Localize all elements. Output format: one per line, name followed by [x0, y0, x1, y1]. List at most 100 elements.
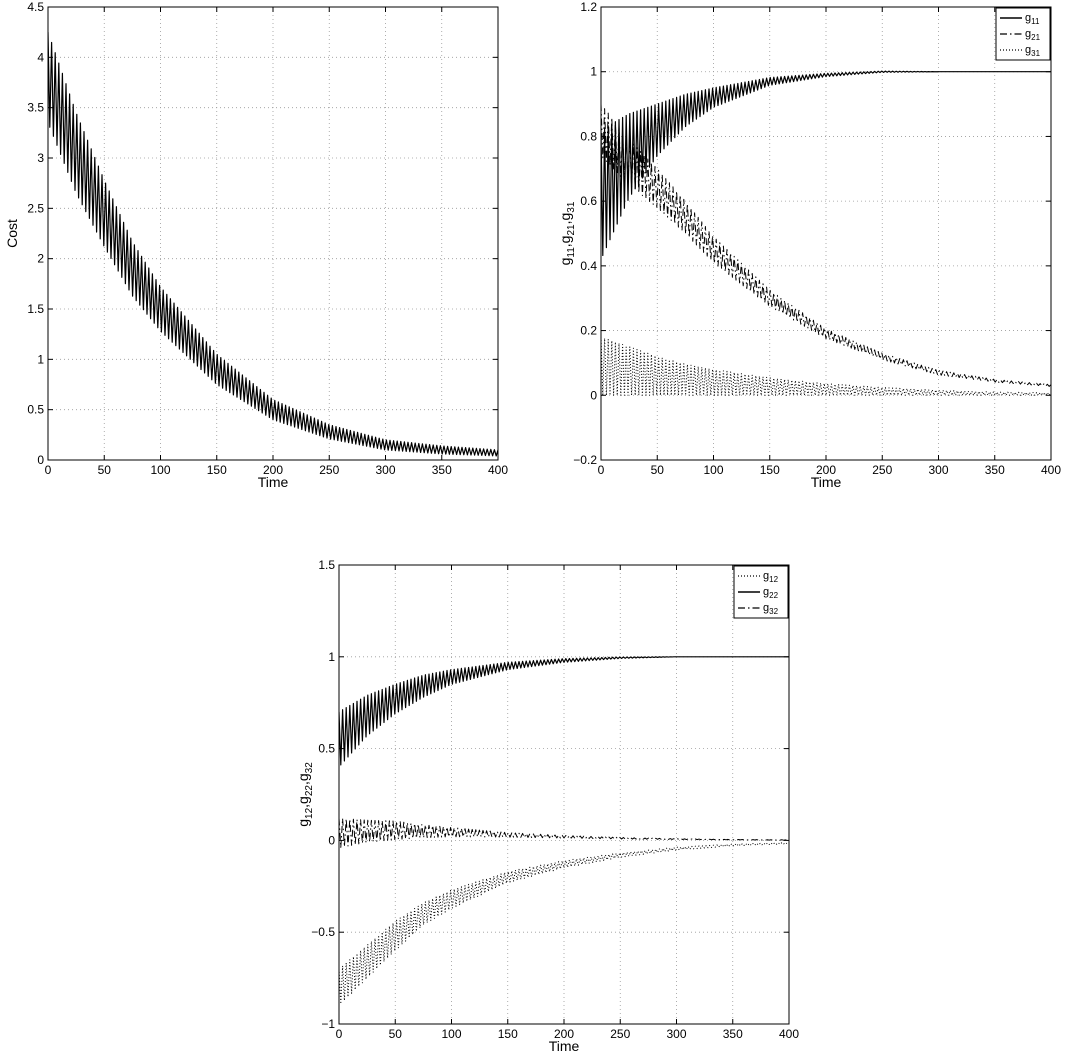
series-line-2: [601, 337, 1051, 396]
y-tick-label: 0.2: [580, 324, 597, 338]
y-tick-label: 2: [37, 252, 44, 266]
series-line-0: [601, 70, 1051, 257]
x-tick-label: 300: [928, 463, 948, 477]
y-tick-label: 0.5: [27, 403, 44, 417]
x-tick-label: 100: [441, 1027, 461, 1041]
legend-label-subscript: 12: [769, 575, 778, 584]
y-axis-title-separator: ,: [557, 243, 573, 247]
x-axis-title: Time: [258, 474, 289, 490]
series-group: [339, 656, 789, 1005]
y-tick-label: 1: [590, 65, 597, 79]
g2-chart: 0 50 100 150 200 250 300 350 400 −1 −0.5 0 0.5 1 1.5 Ti…: [295, 558, 799, 1051]
x-tick-label: 50: [651, 463, 665, 477]
y-axis-title-separator: ,: [295, 804, 311, 808]
y-axis-title-subscript: 32: [304, 762, 315, 774]
y-axis-title: g11,g21,g31: [557, 201, 577, 265]
y-tick-label: 0.6: [580, 194, 597, 208]
x-tick-label: 150: [760, 463, 780, 477]
legend-label-symbol: g: [1025, 12, 1031, 24]
axes-frame: [600, 6, 1052, 461]
y-tick-label: 3: [37, 151, 44, 165]
series-group: [48, 32, 498, 457]
legend-label-subscript: 11: [1031, 17, 1040, 26]
y-tick-label: 0: [328, 833, 335, 847]
y-axis-title-subscript: 22: [304, 785, 315, 797]
legend-label-subscript: 21: [1031, 33, 1040, 42]
y-axis-title-subscript: 11: [566, 247, 577, 258]
series-line-0: [339, 842, 789, 1005]
y-tick-label: 1.5: [318, 558, 335, 572]
y-tick-label: 1.2: [580, 0, 597, 14]
x-tick-label: 400: [1041, 463, 1061, 477]
y-tick-label: 1: [37, 352, 44, 366]
x-tick-label: 0: [45, 463, 52, 477]
x-axis-title: Time: [811, 474, 842, 490]
series-line-2: [339, 818, 789, 848]
x-tick-label: 100: [150, 463, 170, 477]
y-axis-title-subscript: 21: [566, 224, 577, 236]
legend-label-2: g32: [763, 602, 779, 616]
y-tick-label: 0.5: [318, 742, 335, 756]
y-tick-label: 0: [590, 388, 597, 402]
y-tick-label: 0.4: [580, 259, 597, 273]
y-axis-title-subscript: 12: [304, 807, 315, 819]
x-tick-label: 50: [98, 463, 112, 477]
legend-label-2: g31: [1025, 44, 1041, 58]
y-axis-title-symbol: g: [295, 773, 311, 781]
y-axis-title-symbol: g: [295, 796, 311, 804]
y-axis-title-symbol: g: [557, 236, 573, 244]
cost-chart: 0 50 100 150 200 250 300 350 400 0 0.5 1 1.5 2 2.5 3 3.5…: [4, 0, 508, 490]
legend-label-symbol: g: [763, 602, 769, 614]
y-tick-label: 1.5: [27, 302, 44, 316]
series-group: [601, 70, 1051, 396]
x-tick-label: 300: [375, 463, 395, 477]
x-tick-label: 250: [610, 1027, 630, 1041]
x-tick-label: 350: [432, 463, 452, 477]
legend-label-1: g22: [763, 586, 779, 600]
g1-chart: 0 50 100 150 200 250 300 350 400−0.200.20.40.60.…: [557, 0, 1061, 490]
legend-label-symbol: g: [763, 586, 769, 598]
x-tick-label: 350: [985, 463, 1005, 477]
legend-label-symbol: g: [763, 570, 769, 582]
x-axis-title: Time: [549, 1038, 580, 1051]
y-axis-title-separator: ,: [557, 221, 573, 225]
y-tick-label: 0: [37, 453, 44, 467]
y-axis-title: Cost: [4, 219, 20, 248]
legend-label-subscript: 22: [769, 591, 778, 600]
x-tick-label: 200: [816, 463, 836, 477]
legend-label-subscript: 32: [769, 607, 778, 616]
x-tick-label: 150: [207, 463, 227, 477]
y-axis-title-separator: ,: [295, 781, 311, 785]
x-tick-label: 250: [319, 463, 339, 477]
y-tick-label: 4: [37, 50, 44, 64]
x-tick-label: 300: [666, 1027, 686, 1041]
x-tick-label: 200: [263, 463, 283, 477]
y-axis-title-subscript: 31: [566, 201, 577, 213]
x-tick-label: 250: [872, 463, 892, 477]
x-tick-label: 0: [336, 1027, 343, 1041]
x-tick-label: 50: [389, 1027, 403, 1041]
legend-label-symbol: g: [1025, 28, 1031, 40]
y-tick-label: −1: [321, 1017, 335, 1031]
x-tick-label: 150: [498, 1027, 518, 1041]
y-tick-label: −0.2: [573, 453, 597, 467]
y-tick-label: 4.5: [27, 0, 44, 14]
y-axis-title-symbol: g: [557, 258, 573, 266]
legend-label-symbol: g: [1025, 44, 1031, 56]
series-line-1: [339, 656, 789, 766]
x-tick-label: 400: [779, 1027, 799, 1041]
series-line-0: [48, 32, 498, 457]
x-tick-label: 100: [703, 463, 723, 477]
legend-label-0: g12: [763, 570, 779, 584]
x-tick-label: 400: [488, 463, 508, 477]
x-tick-label: 0: [598, 463, 605, 477]
y-axis-title-symbol: g: [557, 213, 573, 221]
y-axis-title: g12,g22,g32: [295, 762, 315, 827]
y-tick-label: 2.5: [27, 201, 44, 215]
series-line-1: [601, 104, 1051, 387]
legend-label-subscript: 31: [1031, 49, 1040, 58]
x-tick-label: 350: [723, 1027, 743, 1041]
legend-label-1: g21: [1025, 28, 1041, 42]
y-tick-label: 0.8: [580, 129, 597, 143]
